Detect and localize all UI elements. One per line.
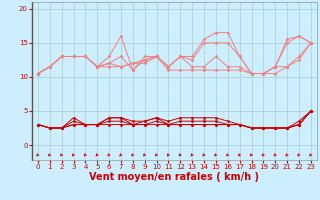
X-axis label: Vent moyen/en rafales ( km/h ): Vent moyen/en rafales ( km/h ) [89, 172, 260, 182]
